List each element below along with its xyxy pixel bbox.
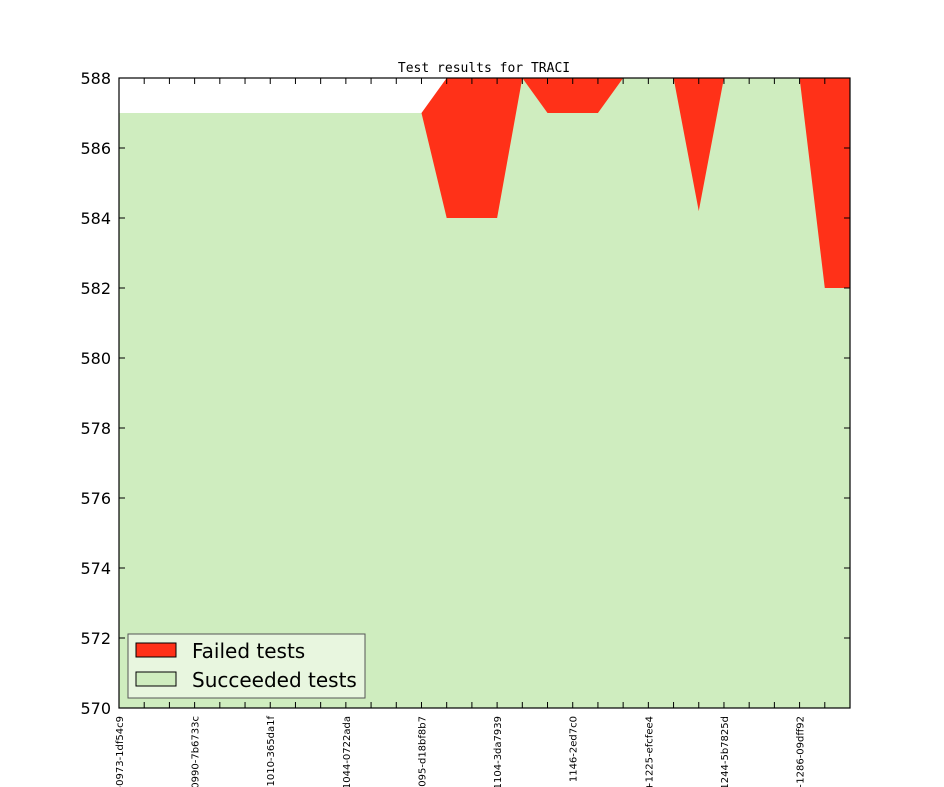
legend-swatch-succeeded-tests <box>135 671 177 687</box>
ytick-label: 574 <box>80 559 111 578</box>
xtick-label: 0990-7b6733c <box>191 716 202 787</box>
legend-label-failed-tests: Failed tests <box>192 639 305 663</box>
chart-title: Test results for TRACI <box>398 61 570 76</box>
ytick-label: 570 <box>80 699 111 718</box>
axes: 570 572 574 576 578 580 582 584 586 588 -0973-1df5… <box>80 69 851 787</box>
xtick-label: -1010-365da1f <box>266 716 277 787</box>
ytick-label: 576 <box>80 489 111 508</box>
ytick-label: 586 <box>80 139 111 158</box>
ytick-label: 588 <box>80 69 111 88</box>
xtick-label: -0973-1df54c9 <box>115 716 126 787</box>
ytick-label: 572 <box>80 629 111 648</box>
plot-frame <box>118 77 851 709</box>
xtick-label: .095-d18bf8b7 <box>417 716 428 787</box>
legend-label-succeeded-tests: Succeeded tests <box>192 668 357 692</box>
xtick-label: 1146-2ed7c0 <box>569 716 580 782</box>
plot-area <box>119 78 850 708</box>
xtick-label: 1104-3da7939 <box>493 716 504 787</box>
legend-swatch-failed-tests <box>135 642 177 658</box>
ytick-label: 584 <box>80 209 111 228</box>
xtick-label: 1244-5b7825d <box>720 716 731 787</box>
ytick-label: 582 <box>80 279 111 298</box>
xtick-label: 1044-0722ada <box>342 716 353 787</box>
xtick-label: +1225-efcfee4 <box>644 716 655 787</box>
ytick-label: 580 <box>80 349 111 368</box>
ytick-label: 578 <box>80 419 111 438</box>
legend: Failed tests Succeeded tests <box>127 633 366 699</box>
series-area-succeeded-tests <box>119 78 850 708</box>
xtick-label: +1286-09dff92 <box>796 716 807 787</box>
